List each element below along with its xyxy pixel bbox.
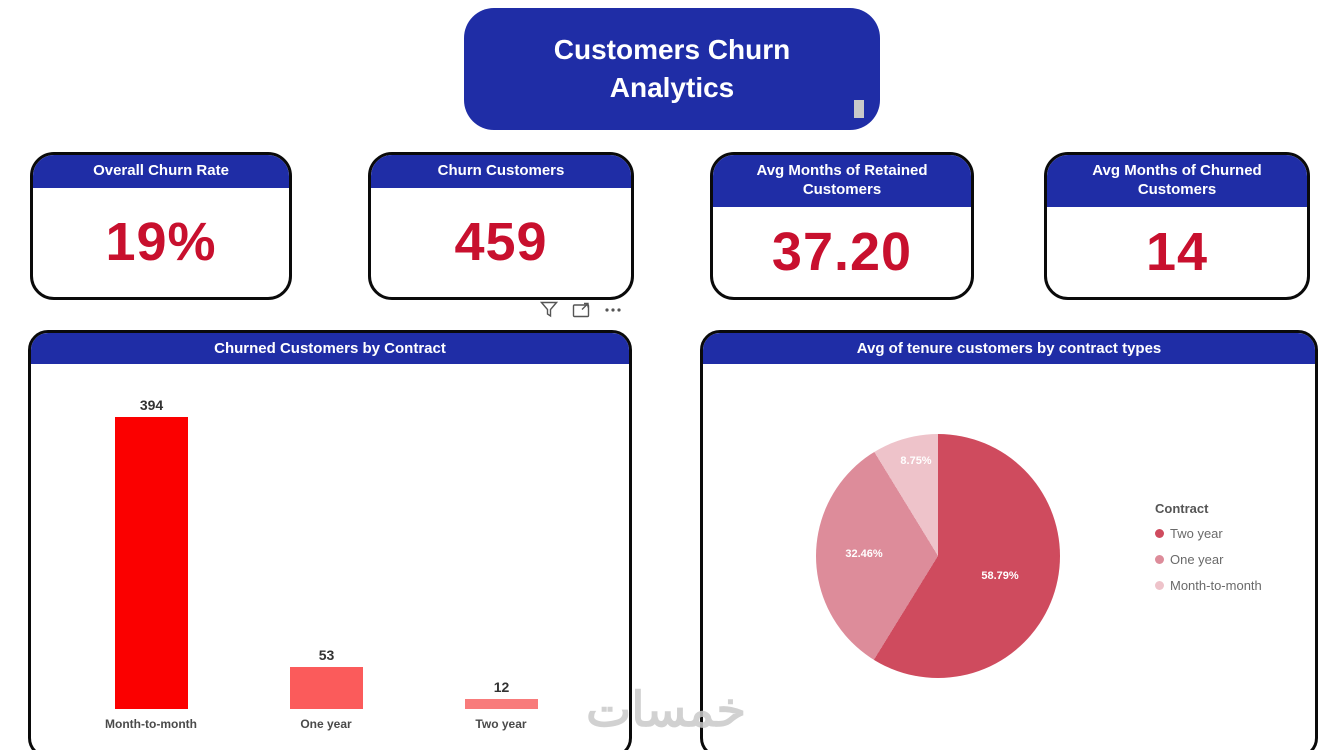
kpi-card-title: Avg Months of Retained Customers [713,155,971,207]
more-options-icon[interactable] [604,307,622,313]
legend-item-label: Two year [1170,526,1223,541]
filter-icon[interactable] [540,301,558,318]
x-axis-label-two-year: Two year [475,717,527,731]
legend-item-month-to-month[interactable]: Month-to-month [1155,578,1315,593]
kpi-card-avg-months-retained: Avg Months of Retained Customers 37.20 [710,152,974,300]
bar-two-year[interactable] [465,699,538,709]
bar-chart-panel: Churned Customers by Contract 394 53 12 … [28,330,632,750]
pie[interactable] [816,434,1060,678]
bar-data-label: 394 [139,397,164,413]
bar-column-one-year: 53 [290,397,363,709]
kpi-card-title: Avg Months of Churned Customers [1047,155,1307,207]
kpi-value: 19% [105,212,217,273]
bar-month-to-month[interactable] [115,417,188,709]
legend-dot-icon [1155,581,1164,590]
kpi-card-title: Overall Churn Rate [33,155,289,188]
pie-slice-label-month-to-month: 8.75% [900,455,932,467]
bar-one-year[interactable] [290,667,363,709]
kpi-card-avg-months-churned: Avg Months of Churned Customers 14 [1044,152,1310,300]
resize-handle-icon [854,100,864,118]
bar-data-label: 53 [318,647,335,663]
legend-item-label: One year [1170,552,1224,567]
bar-column-two-year: 12 [465,397,538,709]
legend-dot-icon [1155,529,1164,538]
legend-title: Contract [1155,501,1209,516]
kpi-value: 37.20 [771,221,913,282]
visual-hover-toolbar [540,301,622,318]
legend-item-two-year[interactable]: Two year [1155,526,1315,541]
bar-chart-title: Churned Customers by Contract [31,333,629,364]
legend-item-one-year[interactable]: One year [1155,552,1315,567]
bar-column-month-to-month: 394 [115,397,188,709]
legend-dot-icon [1155,555,1164,564]
focus-mode-icon[interactable] [572,302,590,318]
bar-data-label: 12 [493,679,510,695]
page-title: Customers Churn Analytics [553,34,791,103]
site-watermark: خمسات [586,684,747,737]
pie-slice-label-two-year: 58.79% [981,570,1019,582]
pie-chart-title: Avg of tenure customers by contract type… [703,333,1315,364]
kpi-card-title: Churn Customers [371,155,631,188]
x-axis-label-one-year: One year [300,717,352,731]
kpi-value: 14 [1145,221,1209,282]
x-axis-label-month-to-month: Month-to-month [105,717,197,731]
pie-legend: Contract Two year One year Month-to-mont… [1155,501,1315,604]
kpi-value: 459 [454,212,548,273]
legend-item-label: Month-to-month [1170,578,1262,593]
kpi-card-overall-churn-rate: Overall Churn Rate 19% [30,152,292,300]
pie-chart-panel: Avg of tenure customers by contract type… [700,330,1318,750]
pie-slice-label-one-year: 32.46% [845,548,883,560]
dashboard-title-banner: Customers Churn Analytics [464,8,880,130]
kpi-card-churn-customers: Churn Customers 459 [368,152,634,300]
